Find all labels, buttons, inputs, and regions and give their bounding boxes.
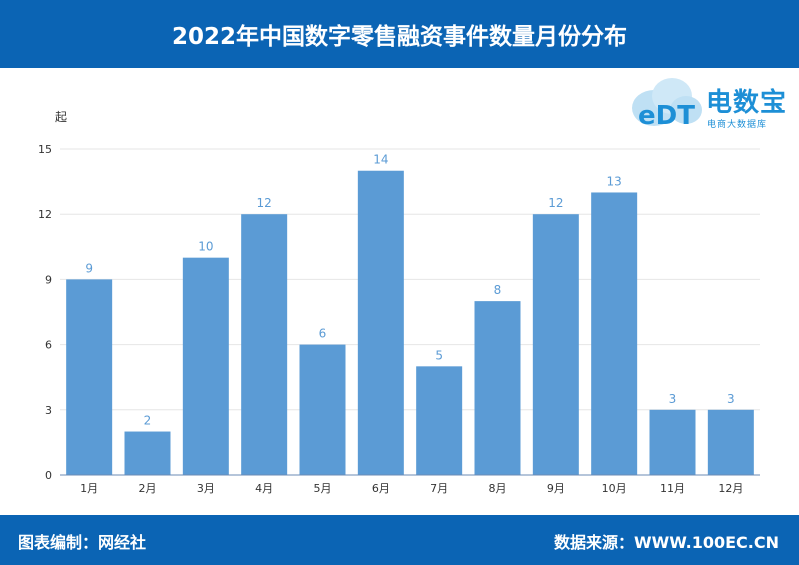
x-tick-label: 4月 [255, 482, 273, 495]
y-tick-label: 0 [45, 469, 52, 482]
data-labels: 9 2 10 12 6 14 5 8 12 13 3 3 [85, 153, 734, 428]
data-label: 14 [373, 153, 388, 167]
y-tick-label: 9 [45, 273, 52, 286]
bar [532, 214, 579, 475]
x-tick-label: 8月 [489, 482, 507, 495]
footer-bar: 图表编制：网经社 数据来源：WWW.100EC.CN [0, 515, 799, 565]
data-label: 3 [669, 392, 677, 406]
y-axis-ticks: 0 3 6 9 12 15 [38, 143, 52, 482]
chart-title-bar: 2022年中国数字零售融资事件数量月份分布 [0, 0, 799, 68]
bar [474, 301, 521, 475]
bar [182, 257, 229, 475]
logo-mark: eDT [638, 101, 695, 131]
bar [299, 344, 346, 475]
data-label: 2 [144, 414, 152, 428]
bar [649, 409, 696, 475]
bars [66, 170, 754, 475]
chart-title: 2022年中国数字零售融资事件数量月份分布 [171, 24, 627, 50]
bar [707, 409, 754, 475]
footer-editor: 图表编制：网经社 [18, 533, 147, 552]
x-tick-label: 12月 [718, 482, 743, 495]
y-tick-label: 12 [38, 208, 52, 221]
data-label: 6 [319, 327, 327, 341]
bar [241, 214, 288, 475]
gridlines [60, 148, 760, 411]
x-tick-label: 10月 [602, 482, 627, 495]
bar-chart: 0 3 6 9 12 15 9 2 10 12 6 14 5 8 12 13 3 3 1月 2月 3月 4月 5月 6月 7… [38, 143, 760, 495]
x-tick-label: 3月 [197, 482, 215, 495]
x-tick-label: 6月 [372, 482, 390, 495]
data-label: 12 [548, 196, 563, 210]
logo-subtitle: 电商大数据库 [707, 120, 768, 130]
data-label: 10 [198, 240, 213, 254]
x-tick-label: 5月 [314, 482, 332, 495]
x-tick-label: 11月 [660, 482, 685, 495]
x-tick-label: 1月 [80, 482, 98, 495]
logo-name: 电数宝 [706, 88, 788, 118]
footer-source: 数据来源：WWW.100EC.CN [553, 533, 779, 552]
x-tick-label: 2月 [139, 482, 157, 495]
bar [416, 366, 463, 475]
cloud-logo-icon: eDT [632, 78, 702, 131]
data-label: 9 [85, 261, 93, 275]
y-axis-unit-label: 起 [55, 110, 68, 124]
brand-logo: eDT 电数宝 电商大数据库 [628, 72, 793, 134]
data-label: 3 [727, 392, 735, 406]
y-tick-label: 15 [38, 143, 52, 156]
bar [357, 170, 404, 475]
bar [66, 279, 113, 475]
data-label: 13 [607, 174, 622, 188]
data-label: 8 [494, 283, 502, 297]
data-label: 12 [257, 196, 272, 210]
y-tick-label: 6 [45, 339, 52, 352]
data-label: 5 [435, 348, 443, 362]
bar [591, 192, 638, 475]
x-tick-label: 7月 [430, 482, 448, 495]
bar [124, 431, 171, 475]
x-tick-label: 9月 [547, 482, 565, 495]
y-tick-label: 3 [45, 404, 52, 417]
x-axis-ticks: 1月 2月 3月 4月 5月 6月 7月 8月 9月 10月 11月 12月 [80, 482, 743, 495]
